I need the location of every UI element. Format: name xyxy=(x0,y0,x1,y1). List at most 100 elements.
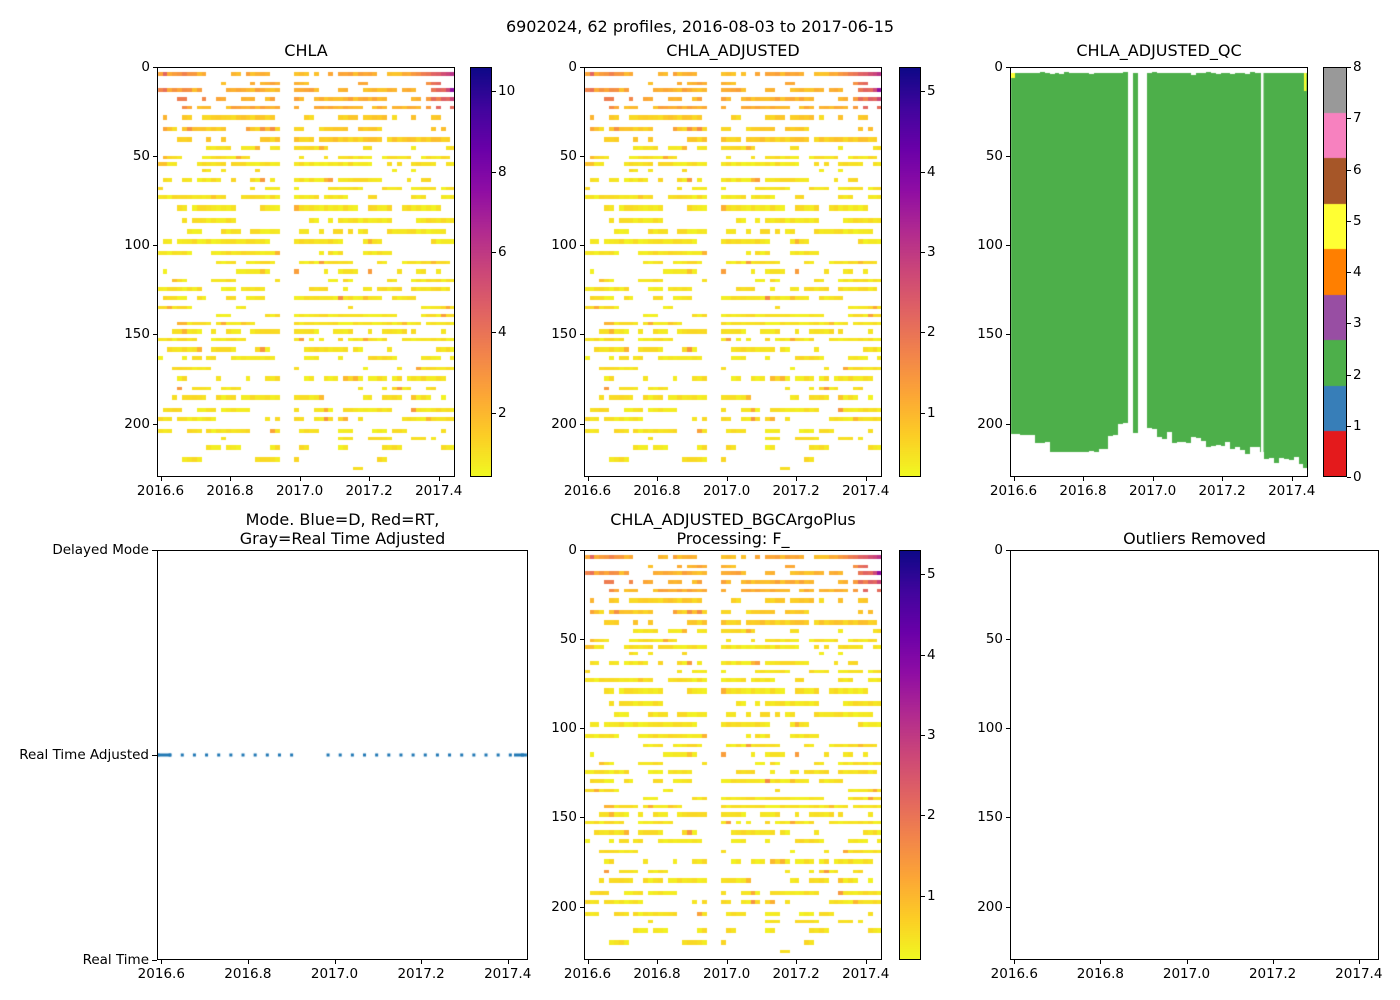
qc-colorbar-tick-mark xyxy=(1347,67,1351,68)
bgc-title-line2: Processing: F_ xyxy=(676,529,790,548)
x-tick-mark xyxy=(1291,477,1293,481)
x-tick-mark xyxy=(587,477,589,481)
depth-tick-label: 150 xyxy=(551,326,577,343)
bgc-colorbar-tick-mark xyxy=(921,654,925,656)
chla-adjusted-colorbar-tick-mark xyxy=(921,91,925,93)
x-tick-mark xyxy=(1083,477,1084,481)
x-tick-mark xyxy=(657,477,658,481)
bgc-axes xyxy=(584,550,882,960)
depth-tick-label: 0 xyxy=(141,59,150,75)
x-tick-mark xyxy=(299,477,301,481)
chla-heatmap-canvas xyxy=(157,67,455,477)
depth-tick-label: 50 xyxy=(559,631,577,648)
chla-adjusted-colorbar-tick-label: 2 xyxy=(927,324,936,341)
qc-colorbar-tick-mark xyxy=(1347,272,1351,273)
x-tick-mark xyxy=(1222,477,1224,481)
depth-tick-label: 200 xyxy=(977,415,1003,432)
outliers-title: Outliers Removed xyxy=(1123,529,1266,548)
outliers-axes xyxy=(1010,550,1379,960)
depth-tick-mark xyxy=(580,817,584,819)
bgc-colorbar-tick-label: 5 xyxy=(927,566,936,583)
qc-colorbar-tick-mark xyxy=(1347,169,1351,171)
qc-colorbar-tick-mark xyxy=(1347,477,1351,478)
x-tick-label: 2017.4 xyxy=(415,483,463,499)
x-tick-mark xyxy=(1013,477,1015,481)
x-tick-mark xyxy=(1014,960,1016,964)
chla-adjusted-colorbar xyxy=(899,67,921,477)
x-tick-mark xyxy=(247,960,249,964)
qc-colorbar-tick-label: 2 xyxy=(1353,366,1362,383)
depth-tick-mark xyxy=(1006,156,1010,158)
x-tick-mark xyxy=(865,960,867,964)
x-tick-label: 2016.8 xyxy=(1059,483,1107,499)
chla-colorbar-canvas xyxy=(470,67,492,477)
x-tick-label: 2016.8 xyxy=(206,483,254,499)
qc-colorbar-tick-label: 5 xyxy=(1353,212,1362,229)
mode-title-line2: Gray=Real Time Adjusted xyxy=(239,529,446,548)
x-tick-label: 2017.2 xyxy=(397,966,445,982)
mode-line-canvas xyxy=(157,550,528,960)
chla-colorbar-tick-mark xyxy=(492,412,496,414)
depth-tick-mark xyxy=(153,423,157,425)
depth-tick-mark xyxy=(1006,550,1010,551)
depth-tick-label: 200 xyxy=(551,415,577,432)
chla-adjusted-colorbar-tick-mark xyxy=(921,332,925,334)
depth-tick-label: 150 xyxy=(977,326,1003,343)
bgc-colorbar-tick-mark xyxy=(921,815,925,817)
x-tick-label: 2017.2 xyxy=(1198,483,1246,499)
chla-colorbar-tick-mark xyxy=(492,251,496,253)
chla-adjusted-axes xyxy=(584,67,882,477)
bgc-colorbar xyxy=(899,550,921,960)
depth-tick-mark xyxy=(580,728,584,730)
bgc-colorbar-tick-label: 2 xyxy=(927,807,936,824)
qc-colorbar-tick-label: 3 xyxy=(1353,315,1362,332)
depth-tick-label: 200 xyxy=(124,415,150,432)
depth-tick-label: 200 xyxy=(977,898,1003,915)
bgc-colorbar-tick-label: 3 xyxy=(927,726,936,743)
mode-y-tick-label: Real Time Adjusted xyxy=(19,747,149,763)
chla-adjusted-heatmap-canvas xyxy=(584,67,882,477)
bgc-title-line1: CHLA_ADJUSTED_BGCArgoPlus xyxy=(610,510,856,529)
chla-adjusted-colorbar-tick-mark xyxy=(921,171,925,173)
x-tick-mark xyxy=(726,477,728,481)
qc-colorbar-tick-mark xyxy=(1347,220,1351,222)
bgc-colorbar-canvas xyxy=(899,550,921,960)
chla-axes xyxy=(157,67,455,477)
x-tick-label: 2017.0 xyxy=(702,966,751,982)
depth-tick-mark xyxy=(580,334,584,336)
qc-colorbar-tick-label: 8 xyxy=(1353,59,1362,75)
chla-adjusted-colorbar-tick-label: 4 xyxy=(927,163,936,180)
depth-tick-label: 50 xyxy=(985,631,1003,648)
x-tick-label: 2016.6 xyxy=(563,966,612,982)
mode-y-tick-label: Delayed Mode xyxy=(52,542,149,558)
chla-colorbar-tick-mark xyxy=(492,91,496,93)
chla-colorbar-tick-label: 10 xyxy=(498,83,516,100)
mode-y-tick-label: Real Time xyxy=(82,952,149,968)
depth-tick-label: 0 xyxy=(568,542,577,558)
x-tick-label: 2017.0 xyxy=(702,483,751,499)
mode-title-line1: Mode. Blue=D, Red=RT, xyxy=(245,510,440,529)
qc-colorbar xyxy=(1323,67,1347,477)
x-tick-mark xyxy=(369,477,371,481)
bgc-colorbar-tick-label: 1 xyxy=(927,887,936,904)
depth-tick-label: 50 xyxy=(985,148,1003,165)
qc-colorbar-tick-label: 6 xyxy=(1353,161,1362,178)
depth-tick-label: 0 xyxy=(994,542,1003,558)
chla-colorbar xyxy=(470,67,492,477)
depth-tick-label: 150 xyxy=(124,326,150,343)
mode-y-tick-mark xyxy=(152,550,157,551)
x-tick-mark xyxy=(726,960,728,964)
depth-tick-mark xyxy=(153,156,157,158)
depth-tick-label: 100 xyxy=(977,720,1003,737)
bgc-colorbar-tick-mark xyxy=(921,734,925,736)
chla-colorbar-tick-label: 2 xyxy=(498,404,507,421)
bgc-heatmap-canvas xyxy=(584,550,882,960)
x-tick-label: 2016.6 xyxy=(990,966,1038,982)
chla-adjusted-colorbar-canvas xyxy=(899,67,921,477)
depth-tick-mark xyxy=(153,334,157,336)
x-tick-mark xyxy=(1186,960,1188,964)
x-tick-label: 2017.4 xyxy=(842,483,890,499)
depth-tick-label: 0 xyxy=(568,59,577,75)
x-tick-mark xyxy=(1100,960,1102,964)
chla-colorbar-tick-label: 4 xyxy=(498,324,507,341)
